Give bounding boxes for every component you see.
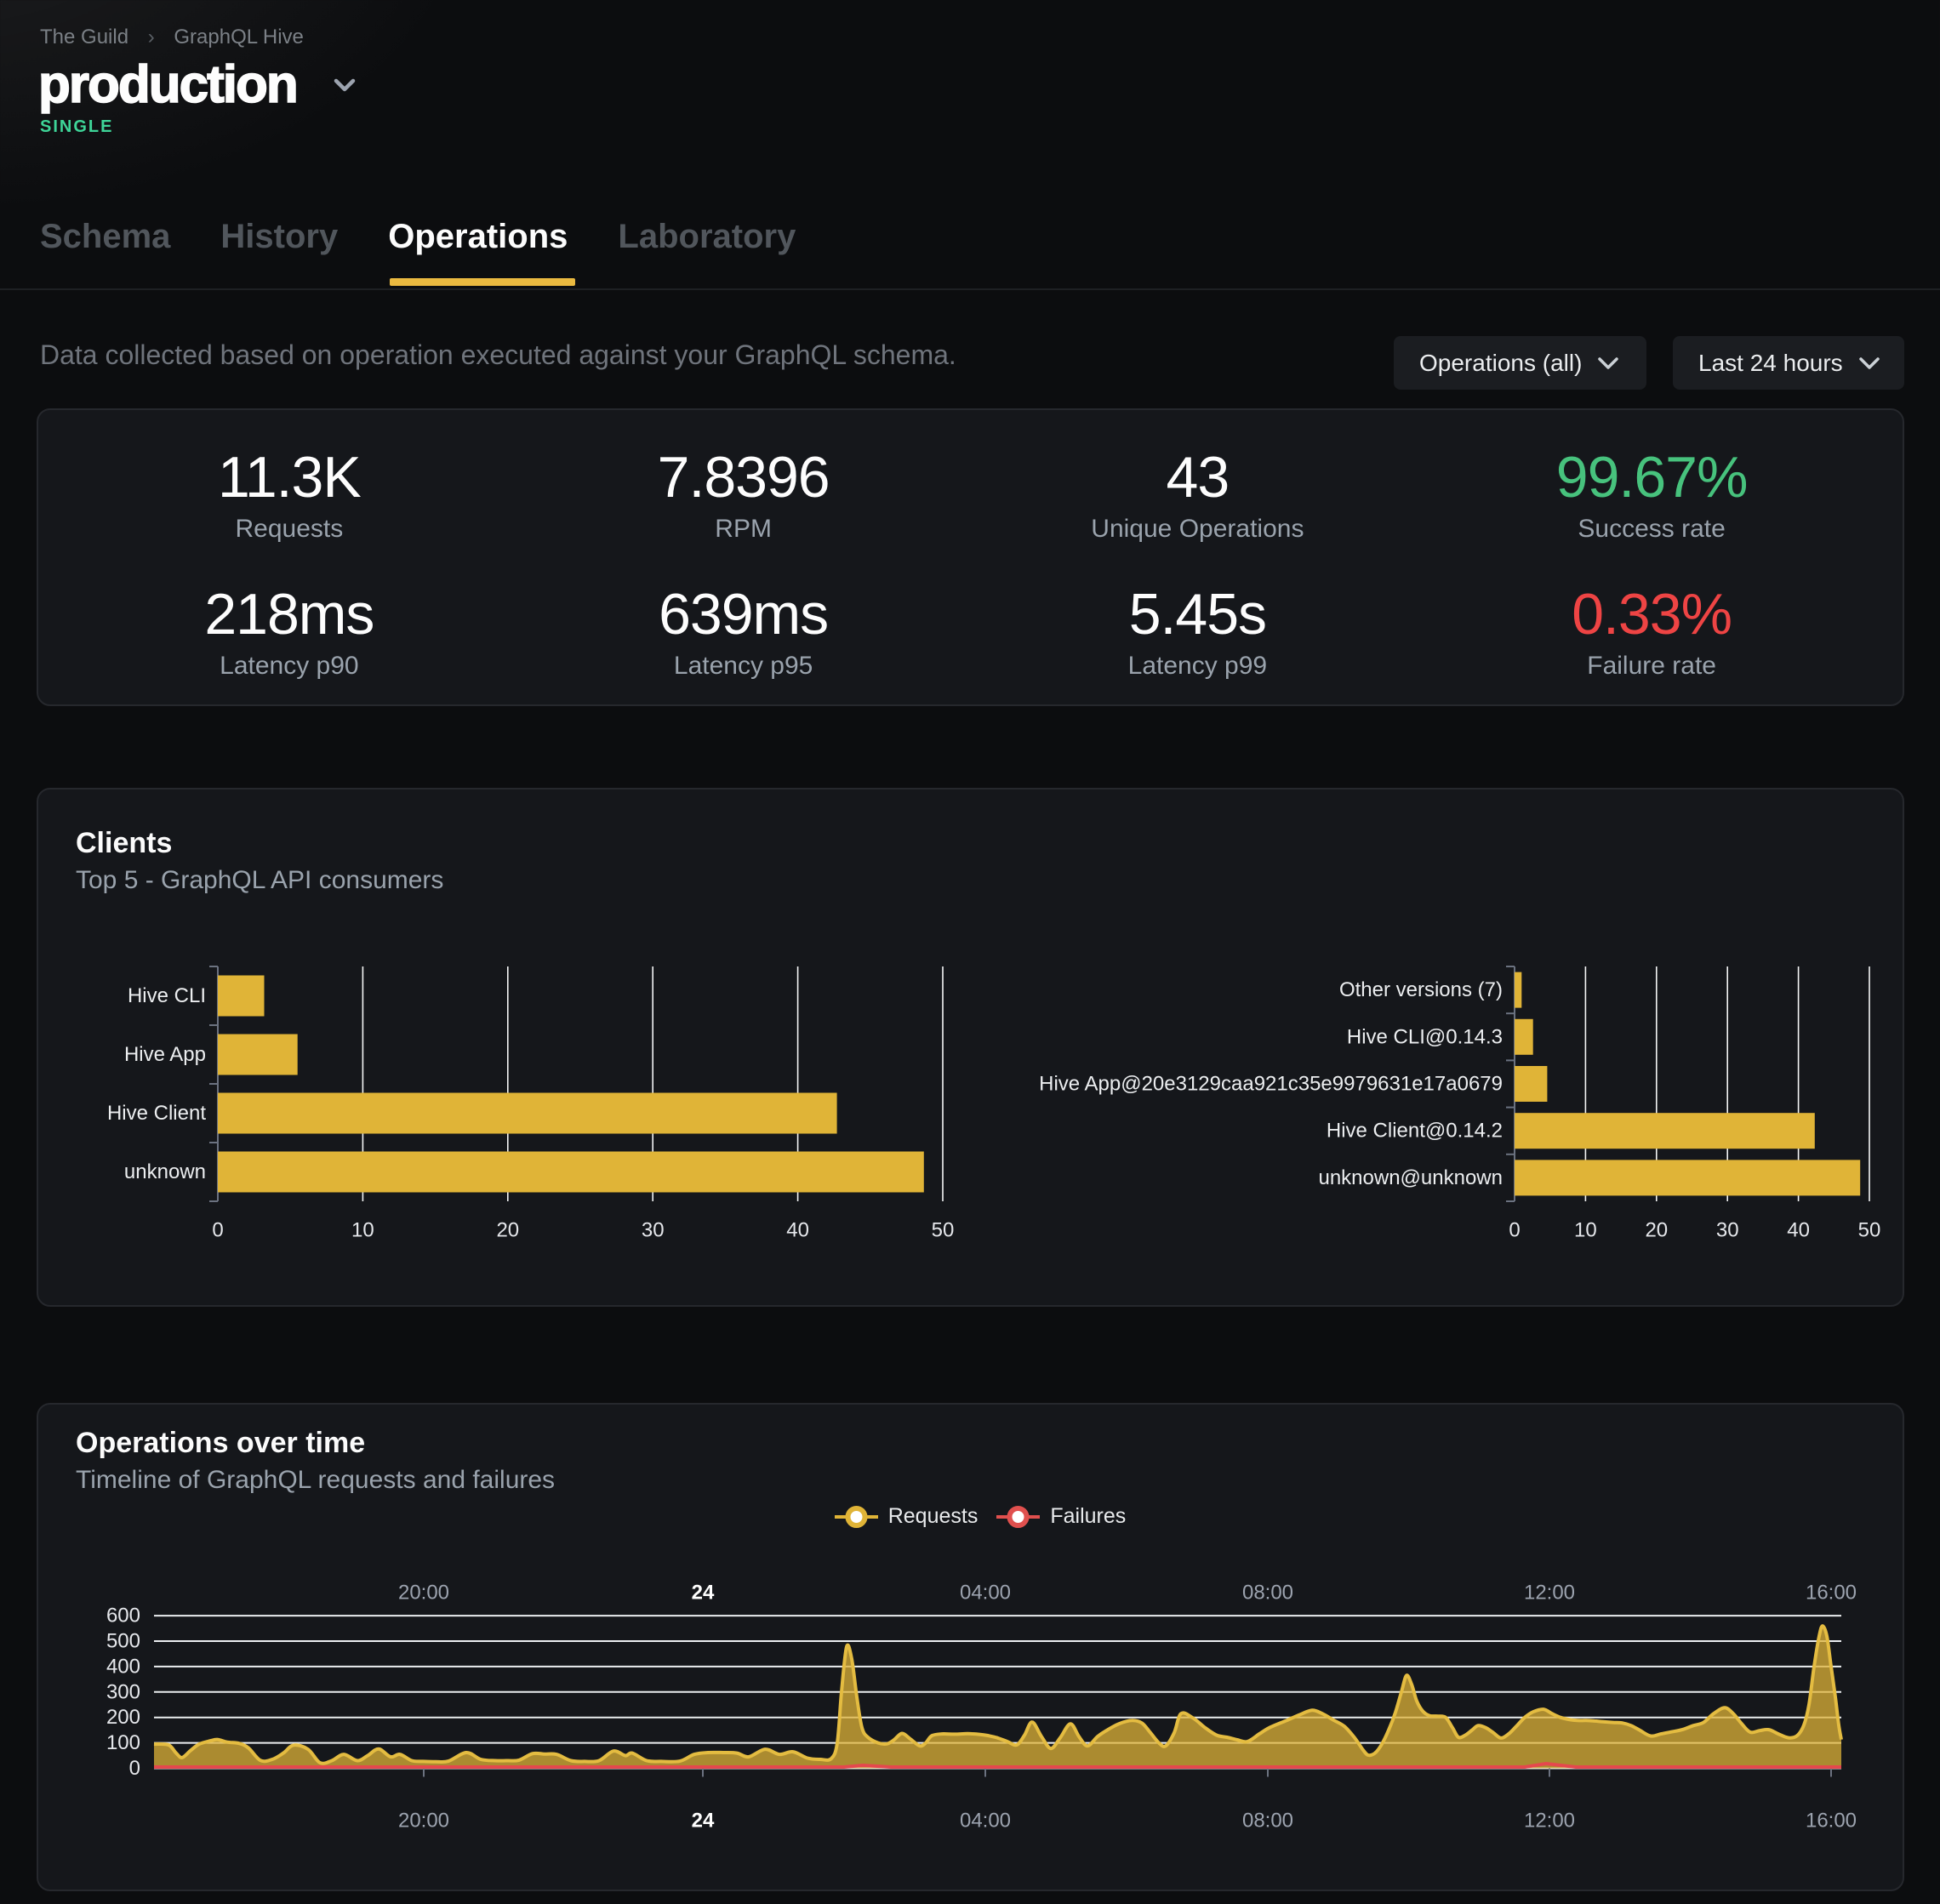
svg-text:10: 10 xyxy=(1574,1219,1597,1242)
svg-text:10: 10 xyxy=(351,1219,374,1242)
svg-text:unknown: unknown xyxy=(124,1160,206,1183)
svg-text:0: 0 xyxy=(1509,1219,1520,1242)
svg-text:Hive Client: Hive Client xyxy=(107,1102,206,1125)
svg-text:24: 24 xyxy=(692,1582,715,1605)
svg-text:500: 500 xyxy=(106,1630,140,1653)
svg-text:unknown@unknown: unknown@unknown xyxy=(1318,1166,1503,1189)
svg-text:200: 200 xyxy=(106,1706,140,1729)
svg-text:Hive CLI: Hive CLI xyxy=(128,984,206,1007)
svg-text:04:00: 04:00 xyxy=(960,1582,1011,1605)
svg-text:Hive App@20e3129caa921c35e9979: Hive App@20e3129caa921c35e9979631e17a067… xyxy=(1039,1073,1503,1096)
svg-text:20:00: 20:00 xyxy=(398,1582,449,1605)
svg-text:50: 50 xyxy=(932,1219,955,1242)
svg-text:20:00: 20:00 xyxy=(398,1810,449,1833)
svg-text:Hive CLI@0.14.3: Hive CLI@0.14.3 xyxy=(1347,1025,1503,1048)
svg-text:0: 0 xyxy=(212,1219,223,1242)
svg-text:24: 24 xyxy=(692,1810,715,1833)
svg-text:Hive App: Hive App xyxy=(124,1043,206,1066)
svg-text:0: 0 xyxy=(129,1757,140,1780)
svg-text:08:00: 08:00 xyxy=(1242,1582,1293,1605)
svg-text:Hive Client@0.14.2: Hive Client@0.14.2 xyxy=(1327,1120,1503,1143)
svg-text:20: 20 xyxy=(496,1219,519,1242)
svg-text:300: 300 xyxy=(106,1680,140,1703)
svg-text:12:00: 12:00 xyxy=(1524,1810,1575,1833)
svg-text:04:00: 04:00 xyxy=(960,1810,1011,1833)
svg-text:20: 20 xyxy=(1645,1219,1668,1242)
svg-text:40: 40 xyxy=(1787,1219,1810,1242)
svg-text:40: 40 xyxy=(786,1219,809,1242)
svg-text:30: 30 xyxy=(642,1219,665,1242)
svg-text:400: 400 xyxy=(106,1655,140,1678)
svg-text:100: 100 xyxy=(106,1731,140,1754)
svg-text:12:00: 12:00 xyxy=(1524,1582,1575,1605)
svg-text:50: 50 xyxy=(1858,1219,1881,1242)
svg-text:16:00: 16:00 xyxy=(1806,1582,1857,1605)
svg-text:600: 600 xyxy=(106,1605,140,1628)
svg-text:16:00: 16:00 xyxy=(1806,1810,1857,1833)
svg-text:08:00: 08:00 xyxy=(1242,1810,1293,1833)
svg-text:30: 30 xyxy=(1716,1219,1739,1242)
svg-text:Other versions (7): Other versions (7) xyxy=(1339,978,1503,1001)
